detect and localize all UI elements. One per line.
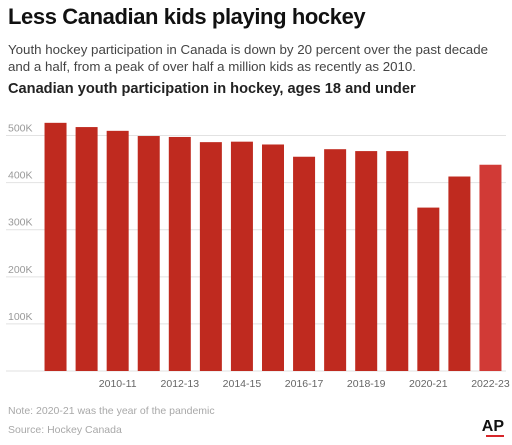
bar-2010-11: [106, 130, 129, 371]
ap-logo-underline: [486, 435, 504, 437]
y-tick-label: 400K: [8, 170, 33, 182]
bar-2014-15: [230, 141, 253, 371]
chart-note: Note: 2020-21 was the year of the pandem…: [8, 405, 215, 417]
bar-2012-13: [168, 136, 191, 371]
y-tick-label: 100K: [8, 311, 33, 323]
x-tick-label: 2010-11: [99, 378, 137, 390]
bar-2018-19: [355, 151, 378, 371]
bar-2021-22: [448, 176, 471, 371]
chart-title: Canadian youth participation in hockey, …: [8, 81, 416, 97]
bar-2011-12: [137, 136, 160, 371]
x-tick-label: 2022-23: [471, 378, 510, 390]
y-axis-ticks: 100K 200K 300K 400K 500K: [8, 123, 33, 323]
y-tick-label: 500K: [8, 123, 33, 135]
chart-source: Source: Hockey Canada: [8, 424, 122, 436]
bar-2015-16: [262, 144, 284, 371]
x-tick-label: 2016-17: [285, 378, 324, 390]
y-tick-label: 300K: [8, 217, 33, 229]
bar-2019-20: [386, 151, 409, 371]
bar-2020-21: [417, 207, 440, 371]
bar-2016-17: [293, 156, 316, 371]
bar-2009-10: [75, 127, 98, 371]
x-tick-label: 2014-15: [223, 378, 262, 390]
x-tick-label: 2012-13: [161, 378, 200, 390]
x-tick-label: 2020-21: [409, 378, 448, 390]
y-tick-label: 200K: [8, 264, 33, 276]
x-axis-ticks: 2010-11 2012-13 2014-15 2016-17 2018-19 2020-…: [99, 378, 510, 390]
bar-chart: 100K 200K 300K 400K 500K 2010-11 2012-13 2014-…: [6, 122, 510, 390]
bar-2008-09: [44, 122, 67, 371]
ap-logo: AP: [481, 418, 504, 435]
bar-2017-18: [324, 149, 347, 371]
bars: [44, 122, 502, 371]
chart-subtitle: Youth hockey participation in Canada is …: [8, 42, 488, 74]
chart-headline: Less Canadian kids playing hockey: [8, 4, 366, 29]
bar-2022-23: [479, 164, 502, 371]
x-tick-label: 2018-19: [347, 378, 386, 390]
bar-2013-14: [199, 142, 222, 371]
